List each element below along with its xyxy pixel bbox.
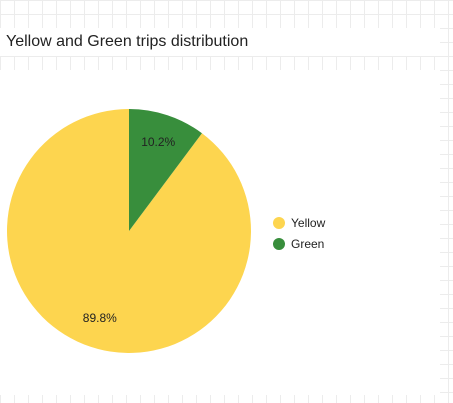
data-label-green: 10.2% xyxy=(141,135,175,149)
legend-item-green[interactable]: Green xyxy=(273,233,325,254)
legend-label-green: Green xyxy=(291,236,325,251)
legend: Yellow Green xyxy=(273,212,325,254)
legend-swatch-green xyxy=(273,237,285,250)
legend-item-yellow[interactable]: Yellow xyxy=(273,212,325,233)
data-label-yellow: 89.8% xyxy=(83,311,117,325)
chart-title: Yellow and Green trips distribution xyxy=(6,33,249,50)
legend-swatch-yellow xyxy=(273,216,285,229)
title-bar xyxy=(0,28,440,56)
pie-slice-green[interactable] xyxy=(129,109,202,231)
legend-label-yellow: Yellow xyxy=(291,215,326,230)
